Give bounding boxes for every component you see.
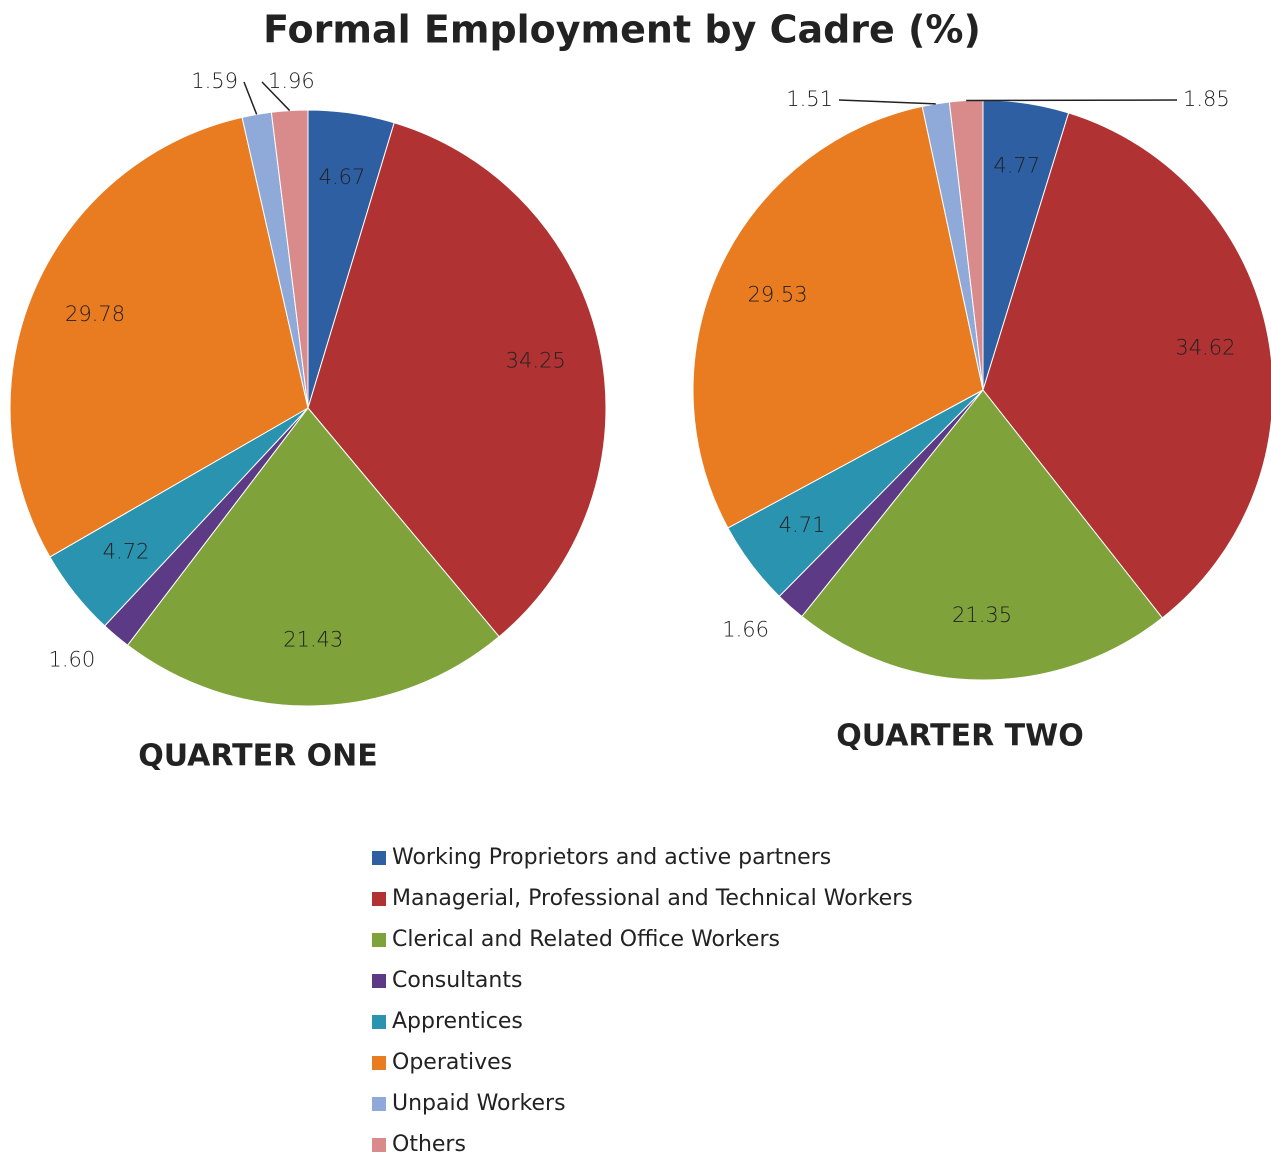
pie-slice <box>982 112 1271 619</box>
legend-swatch <box>372 1097 386 1111</box>
legend-label: Others <box>392 1132 466 1154</box>
data-label: 34.25 <box>506 349 566 373</box>
data-label: 4.67 <box>319 165 366 189</box>
legend-swatch <box>372 1015 386 1029</box>
legend-label: Operatives <box>392 1050 512 1075</box>
legend-label: Clerical and Related Office Workers <box>392 927 780 952</box>
data-label: 21.35 <box>952 603 1012 627</box>
data-label: 4.72 <box>103 540 150 564</box>
data-label: 1.85 <box>1183 87 1230 111</box>
legend-swatch <box>372 974 386 988</box>
data-label: 1.51 <box>786 87 833 111</box>
data-label: 4.77 <box>993 153 1040 177</box>
legend-swatch <box>372 1138 386 1152</box>
legend-label: Unpaid Workers <box>392 1091 566 1116</box>
data-label: 21.43 <box>283 627 343 651</box>
legend-label: Managerial, Professional and Technical W… <box>392 886 913 911</box>
pie-title: QUARTER ONE <box>138 739 378 774</box>
pie-slice <box>270 109 309 409</box>
data-label: 1.60 <box>48 647 95 671</box>
data-label: 29.53 <box>748 282 808 306</box>
pie-slice <box>126 407 500 707</box>
legend-label: Working Proprietors and active partners <box>392 845 831 870</box>
legend-swatch <box>372 933 386 947</box>
legend-label: Consultants <box>392 968 522 993</box>
leader-line <box>838 99 936 105</box>
legend-swatch <box>372 851 386 865</box>
pie-title: QUARTER TWO <box>836 719 1083 754</box>
data-label: 1.59 <box>191 69 238 93</box>
data-label: 1.96 <box>268 69 315 93</box>
leader-line <box>243 81 258 115</box>
legend-swatch <box>372 1056 386 1070</box>
chart-title: Formal Employment by Cadre (%) <box>263 8 981 52</box>
data-label: 34.62 <box>1175 336 1235 360</box>
legend-label: Apprentices <box>392 1009 523 1034</box>
legend-swatch <box>372 892 386 906</box>
pie-slice <box>307 122 607 638</box>
pie-slice <box>9 116 309 558</box>
data-label: 1.66 <box>722 618 769 642</box>
pie-slice <box>801 389 1164 681</box>
data-label: 4.71 <box>779 513 826 537</box>
leader-line <box>261 81 291 112</box>
pie-slice <box>692 105 984 529</box>
data-label: 29.78 <box>65 302 125 326</box>
